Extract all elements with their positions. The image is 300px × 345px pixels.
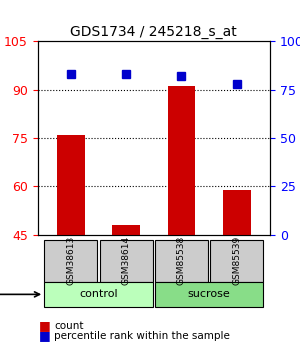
Text: ■: ■ (39, 319, 51, 333)
Text: GSM38614: GSM38614 (122, 236, 130, 285)
FancyBboxPatch shape (210, 240, 263, 282)
FancyBboxPatch shape (155, 240, 208, 282)
Bar (112, 225, 140, 235)
FancyBboxPatch shape (100, 240, 153, 282)
Bar (168, 87, 195, 235)
Text: sucrose: sucrose (188, 289, 230, 299)
Text: count: count (54, 321, 83, 331)
Text: agent: agent (0, 288, 40, 301)
Text: control: control (79, 289, 118, 299)
Text: ■: ■ (39, 329, 51, 342)
FancyBboxPatch shape (44, 282, 153, 307)
Bar (223, 189, 250, 235)
Text: GSM85539: GSM85539 (232, 236, 241, 285)
Text: percentile rank within the sample: percentile rank within the sample (54, 331, 230, 341)
Bar (57, 135, 85, 235)
FancyBboxPatch shape (44, 240, 97, 282)
Text: GSM38613: GSM38613 (66, 236, 75, 285)
Text: GSM85538: GSM85538 (177, 236, 186, 285)
FancyBboxPatch shape (155, 282, 263, 307)
Title: GDS1734 / 245218_s_at: GDS1734 / 245218_s_at (70, 25, 237, 39)
